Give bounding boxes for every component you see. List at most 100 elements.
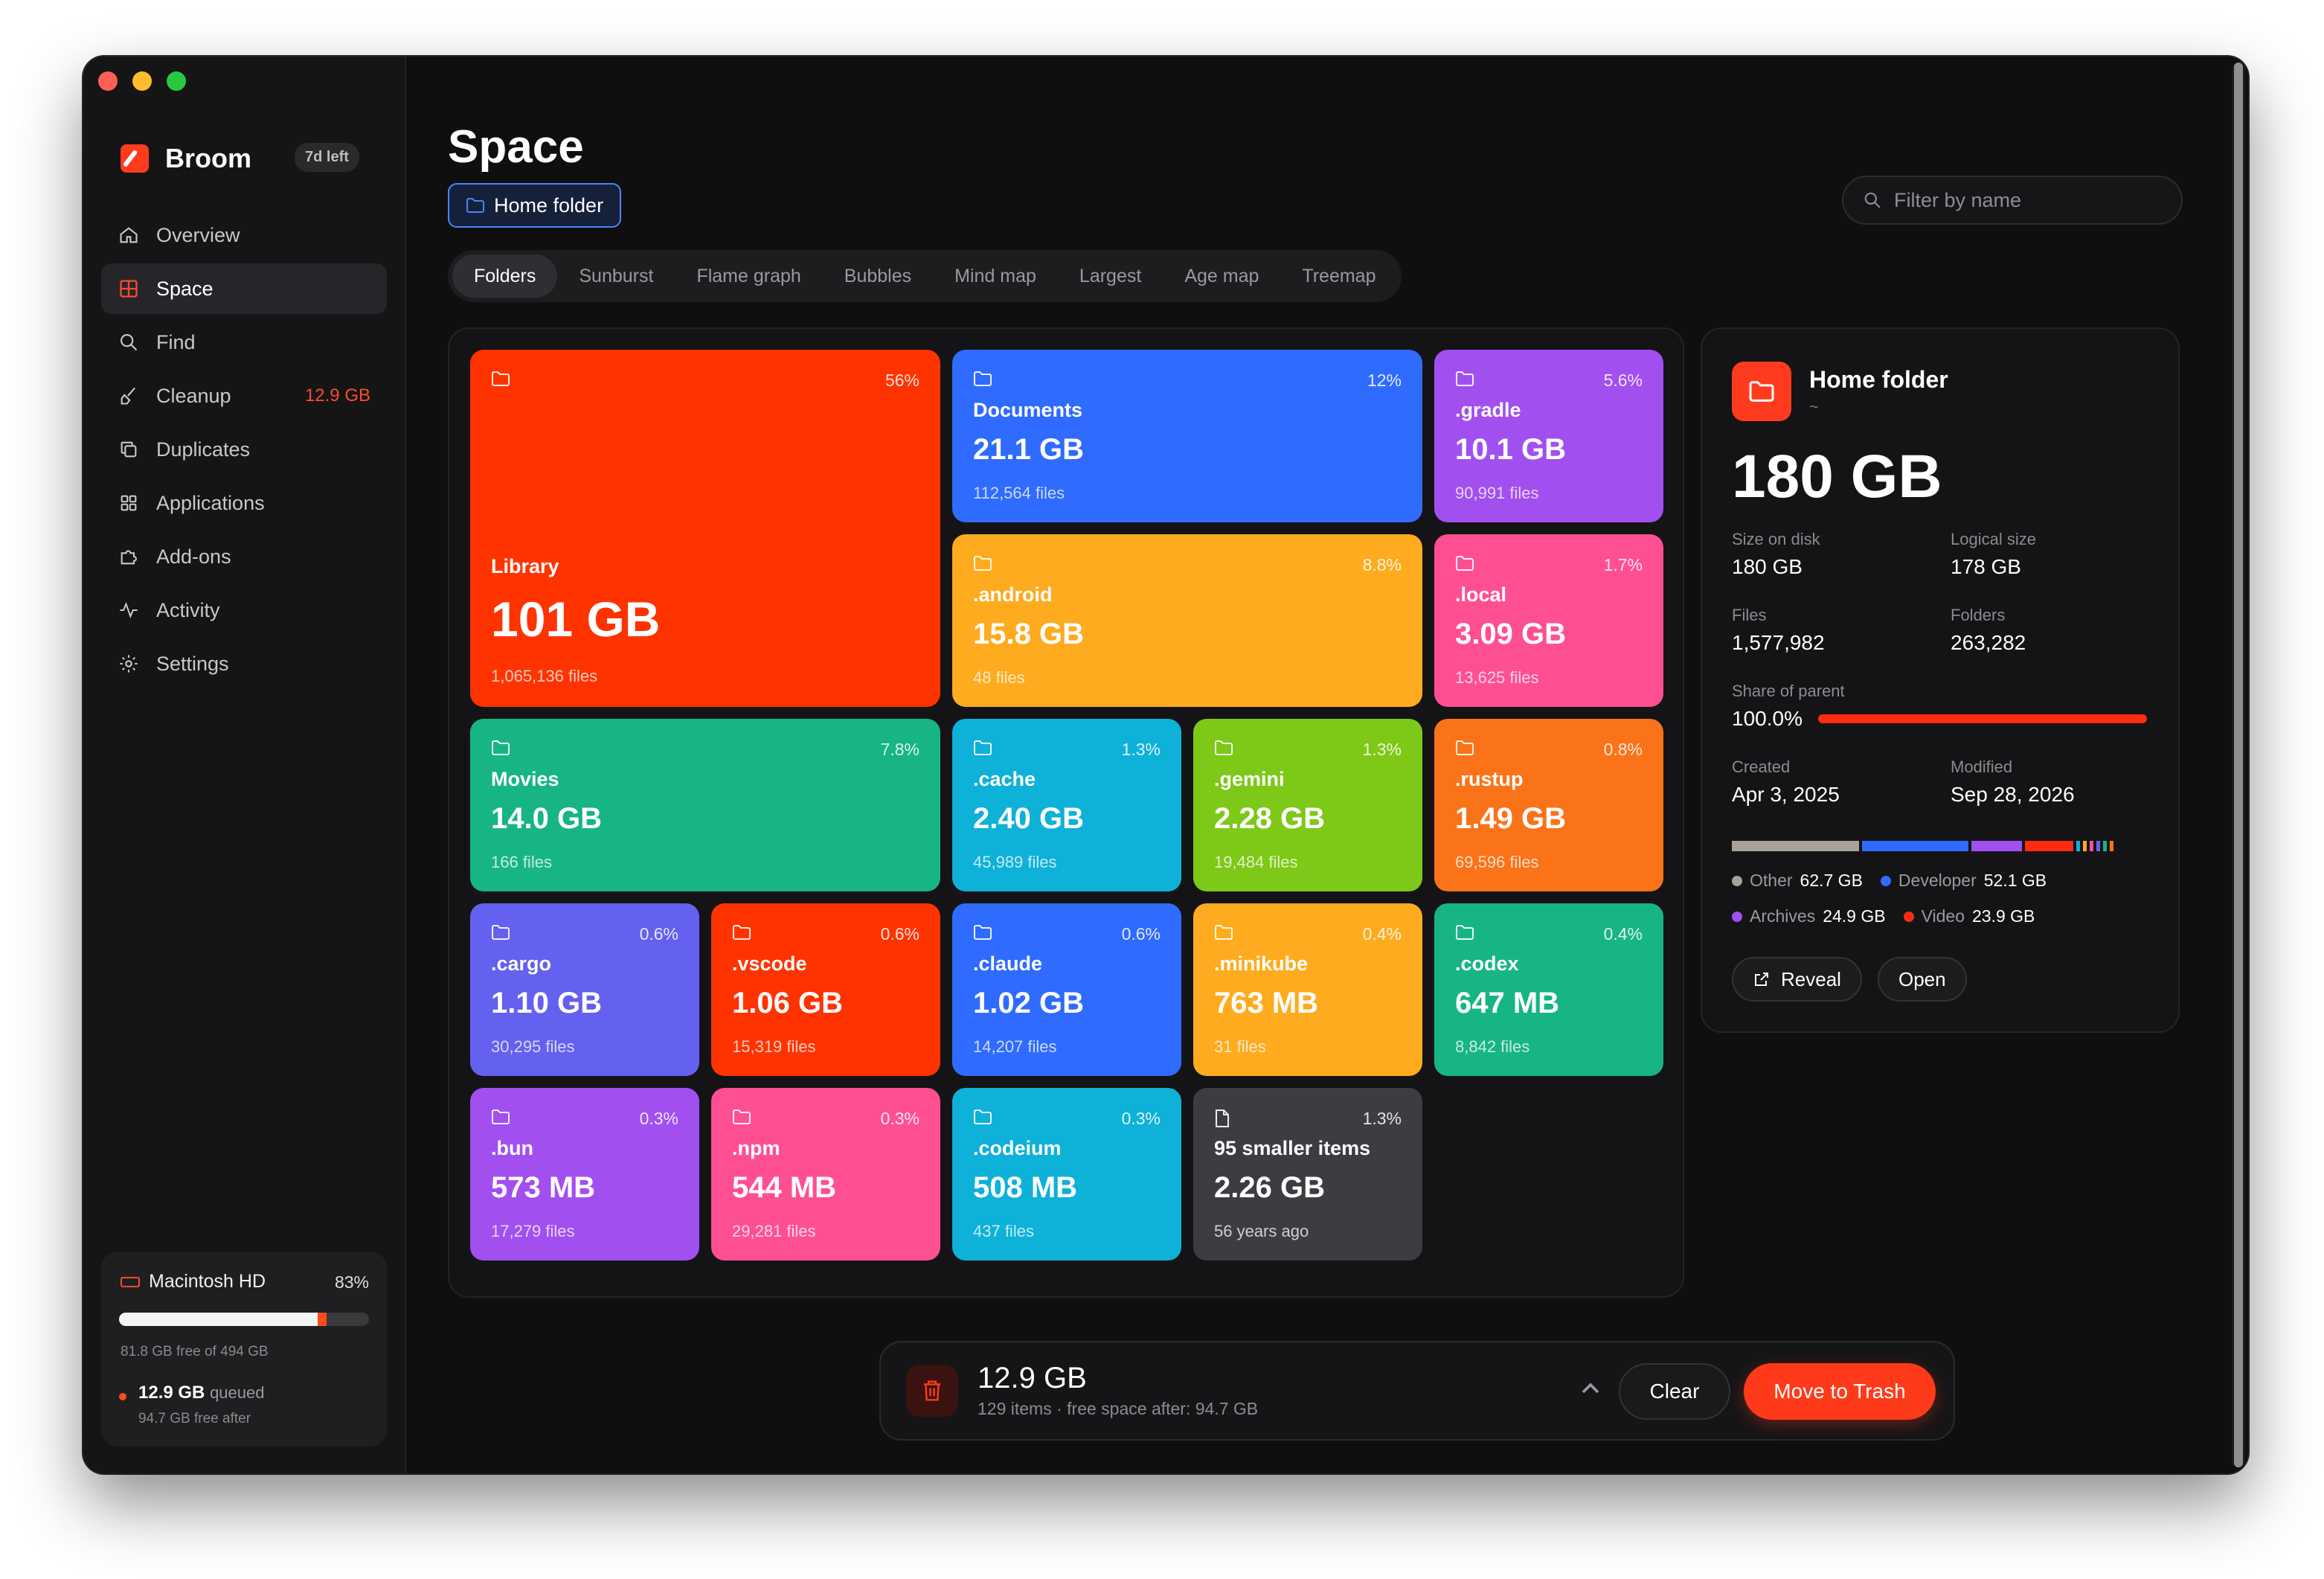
- tile-size: 3.09 GB: [1455, 618, 1566, 650]
- tile-name: .codex: [1455, 952, 1519, 975]
- sidebar-item-space[interactable]: Space: [101, 263, 387, 314]
- tab-flame-graph[interactable]: Flame graph: [696, 265, 801, 286]
- main-content: Space Home folder Filter by name Folders…: [406, 57, 2248, 1473]
- filter-placeholder: Filter by name: [1894, 188, 2022, 211]
- filter-input[interactable]: Filter by name: [1842, 176, 2183, 225]
- folder-tile[interactable]: 0.6% .cargo 1.10 GB 30,295 files: [470, 903, 699, 1076]
- tile-size: 1.49 GB: [1455, 802, 1566, 835]
- disk-usage-card[interactable]: Macintosh HD 83% 81.8 GB free of 494 GB …: [101, 1252, 387, 1447]
- folder-tile[interactable]: 1.3% 95 smaller items 2.26 GB 56 years ago: [1193, 1088, 1422, 1261]
- chevron-up-icon[interactable]: [1576, 1374, 1605, 1403]
- tile-files: 48 files: [973, 668, 1025, 687]
- legend-dot: [1732, 875, 1742, 886]
- size-on-disk-value: 180 GB: [1732, 555, 1803, 578]
- folder-tile[interactable]: 12% Documents 21.1 GB 112,564 files: [952, 350, 1422, 522]
- files-label: Files: [1732, 606, 1767, 624]
- sidebar-item-activity[interactable]: Activity: [101, 585, 387, 635]
- folder-tile[interactable]: 0.3% .npm 544 MB 29,281 files: [711, 1088, 940, 1261]
- folder-tile[interactable]: 0.6% .claude 1.02 GB 14,207 files: [952, 903, 1181, 1076]
- trash-icon: [906, 1365, 958, 1417]
- folder-tile[interactable]: 56% Library 101 GB 1,065,136 files: [470, 350, 940, 707]
- queued-total-size: 12.9 GB: [978, 1362, 1087, 1394]
- sidebar-item-overview[interactable]: Overview: [101, 210, 387, 260]
- type-segment: [2083, 841, 2087, 851]
- tab-largest[interactable]: Largest: [1079, 265, 1142, 286]
- sidebar-item-label: Find: [156, 330, 196, 353]
- folder-tile[interactable]: 0.4% .codex 647 MB 8,842 files: [1434, 903, 1663, 1076]
- sidebar-item-applications[interactable]: Applications: [101, 478, 387, 528]
- move-to-trash-button[interactable]: Move to Trash: [1744, 1363, 1936, 1420]
- legend-label: Other: [1750, 871, 1793, 890]
- tile-name: Library: [491, 555, 559, 577]
- tile-files: 14,207 files: [973, 1037, 1057, 1056]
- folder-tile[interactable]: 8.8% .android 15.8 GB 48 files: [952, 534, 1422, 707]
- disk-usage-bar: [119, 1313, 369, 1326]
- folder-tile[interactable]: 0.8% .rustup 1.49 GB 69,596 files: [1434, 719, 1663, 891]
- tile-percent: 0.6%: [1121, 924, 1161, 944]
- tile-name: 95 smaller items: [1214, 1137, 1371, 1159]
- tile-name: .rustup: [1455, 768, 1524, 790]
- share-label: Share of parent: [1732, 682, 1845, 700]
- legend-dot: [1732, 911, 1742, 922]
- tile-size: 1.10 GB: [491, 987, 602, 1019]
- close-window-button[interactable]: [98, 71, 118, 91]
- tile-size: 544 MB: [732, 1171, 837, 1204]
- folder-tile[interactable]: 0.3% .codeium 508 MB 437 files: [952, 1088, 1181, 1261]
- free-after-text: 94.7 GB free after: [138, 1411, 251, 1426]
- tile-files: 90,991 files: [1455, 484, 1539, 502]
- tile-size: 2.28 GB: [1214, 802, 1325, 835]
- sidebar-item-add-ons[interactable]: Add-ons: [101, 531, 387, 582]
- tile-name: .gradle: [1455, 399, 1521, 421]
- folder-tile[interactable]: 0.4% .minikube 763 MB 31 files: [1193, 903, 1422, 1076]
- puzzle-icon: [118, 545, 140, 568]
- detail-panel: Home folder ~ 180 GB Size on disk 180 GB…: [1701, 327, 2180, 1033]
- folder-tile[interactable]: 1.3% .gemini 2.28 GB 19,484 files: [1193, 719, 1422, 891]
- tile-size: 508 MB: [973, 1171, 1078, 1204]
- sidebar-item-label: Settings: [156, 652, 229, 675]
- tile-files: 56 years ago: [1214, 1222, 1309, 1240]
- minimize-window-button[interactable]: [132, 71, 152, 91]
- reveal-button[interactable]: Reveal: [1732, 957, 1862, 1002]
- tile-percent: 0.3%: [639, 1109, 678, 1128]
- sidebar-item-settings[interactable]: Settings: [101, 638, 387, 689]
- clear-button[interactable]: Clear: [1619, 1363, 1730, 1420]
- folder-icon: [973, 371, 992, 387]
- tab-mind-map[interactable]: Mind map: [954, 265, 1036, 286]
- tab-treemap[interactable]: Treemap: [1302, 265, 1376, 286]
- folder-tile[interactable]: 0.3% .bun 573 MB 17,279 files: [470, 1088, 699, 1261]
- sidebar-nav: Overview Space Find Cleanup 12.9 GB: [101, 210, 387, 692]
- sidebar-item-duplicates[interactable]: Duplicates: [101, 424, 387, 475]
- tile-percent: 1.3%: [1362, 740, 1402, 759]
- sidebar-item-find[interactable]: Find: [101, 317, 387, 368]
- folder-tile[interactable]: 5.6% .gradle 10.1 GB 90,991 files: [1434, 350, 1663, 522]
- tile-percent: 7.8%: [880, 740, 919, 759]
- folder-tile[interactable]: 0.6% .vscode 1.06 GB 15,319 files: [711, 903, 940, 1076]
- open-label: Open: [1898, 967, 1946, 990]
- tab-folders[interactable]: Folders: [452, 254, 558, 298]
- created-label: Created: [1732, 758, 1791, 776]
- share-value: 100.0%: [1732, 707, 1803, 730]
- open-button[interactable]: Open: [1878, 957, 1967, 1002]
- tile-name: .android: [973, 583, 1053, 606]
- folder-tile[interactable]: 7.8% Movies 14.0 GB 166 files: [470, 719, 940, 891]
- folder-icon: [732, 924, 751, 941]
- folder-tile[interactable]: 1.7% .local 3.09 GB 13,625 files: [1434, 534, 1663, 707]
- sidebar-item-cleanup[interactable]: Cleanup 12.9 GB: [101, 371, 387, 421]
- legend-value: 62.7 GB: [1800, 871, 1863, 890]
- type-segment: [2090, 841, 2094, 851]
- disk-title: Macintosh HD: [121, 1271, 266, 1293]
- tab-age-map[interactable]: Age map: [1184, 265, 1259, 286]
- tile-percent: 0.4%: [1362, 924, 1402, 944]
- location-chip[interactable]: Home folder: [448, 183, 622, 228]
- tab-bubbles[interactable]: Bubbles: [844, 265, 912, 286]
- tab-sunburst[interactable]: Sunburst: [579, 265, 654, 286]
- legend-label: Developer: [1898, 871, 1977, 890]
- tile-size: 10.1 GB: [1455, 433, 1566, 466]
- duplicate-icon: [118, 438, 140, 461]
- zoom-window-button[interactable]: [167, 71, 186, 91]
- home-icon: [118, 224, 140, 246]
- window-scrollbar[interactable]: [2232, 63, 2245, 1467]
- folder-tile[interactable]: 1.3% .cache 2.40 GB 45,989 files: [952, 719, 1181, 891]
- tile-percent: 0.3%: [880, 1109, 919, 1128]
- scrollbar-thumb[interactable]: [2234, 63, 2243, 1467]
